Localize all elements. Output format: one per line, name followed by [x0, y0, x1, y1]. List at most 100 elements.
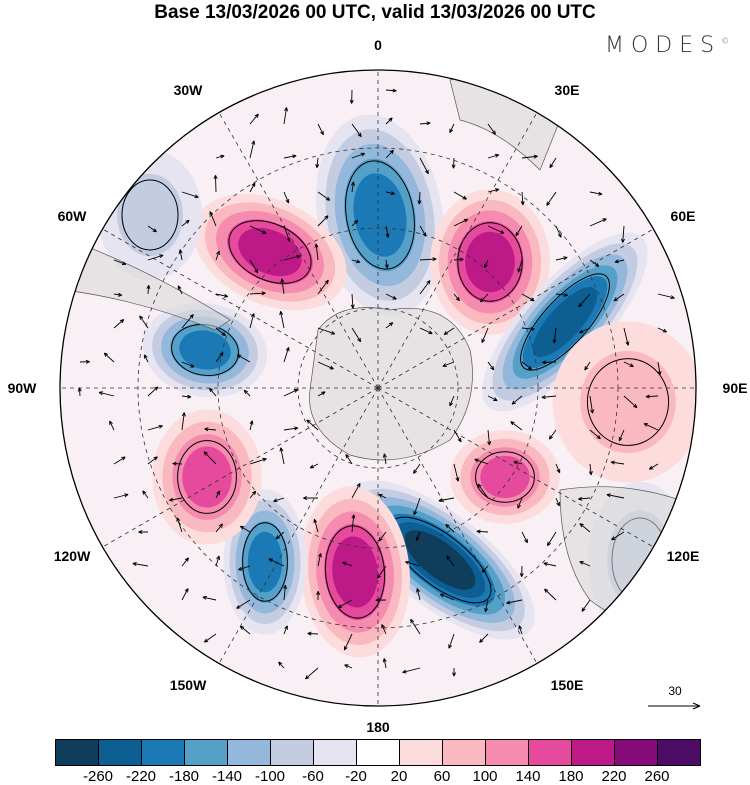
wind-arrow	[249, 457, 267, 465]
wind-arrow	[578, 496, 591, 501]
wind-arrow	[479, 633, 489, 643]
anomaly-contour	[480, 455, 530, 499]
meridian-line	[377, 387, 538, 664]
meridian-line	[377, 228, 654, 389]
wind-arrow	[453, 218, 469, 227]
wind-arrow	[283, 154, 297, 159]
wind-arrow	[305, 667, 319, 680]
wind-arrow	[215, 293, 229, 298]
colorbar-swatch	[400, 740, 443, 765]
wind-arrow	[283, 347, 290, 363]
wind-arrow	[481, 327, 489, 343]
wind-arrow	[283, 107, 288, 125]
wind-arrow	[142, 490, 149, 499]
colorbar-swatch	[357, 740, 400, 765]
wind-arrow	[453, 429, 462, 443]
wind-arrow	[521, 361, 533, 370]
wind-arrow	[579, 561, 591, 567]
wind-arrow	[517, 259, 523, 273]
colorbar-swatch	[529, 740, 572, 765]
colorbar-swatch	[228, 740, 271, 765]
wind-arrow	[215, 352, 224, 363]
wind-arrow	[415, 531, 421, 542]
wind-arrow	[213, 174, 218, 193]
wind-arrow	[555, 256, 568, 261]
anomaly-contour	[580, 350, 676, 454]
wind-arrow	[113, 493, 129, 499]
wind-arrow	[113, 259, 127, 266]
colorbar-label: -20	[345, 768, 367, 785]
wind-arrow	[283, 389, 299, 397]
wind-arrow	[382, 658, 387, 669]
meridian-line	[102, 387, 379, 548]
wind-arrow	[342, 561, 353, 567]
wind-arrow	[487, 225, 505, 234]
wind-arrow	[385, 117, 393, 125]
wind-arrow	[589, 429, 601, 440]
colorbar-swatch	[443, 740, 486, 765]
wind-arrow	[449, 395, 455, 407]
wind-arrow	[477, 483, 489, 499]
wind-arrow	[172, 461, 183, 466]
wind-arrow	[236, 354, 251, 363]
wind-arrow	[215, 250, 220, 261]
longitude-label: 150E	[550, 677, 584, 693]
wind-arrow	[351, 152, 366, 159]
wind-arrow	[249, 113, 259, 125]
wind-arrow	[510, 421, 523, 431]
colorbar-label: 20	[390, 768, 408, 785]
wind-arrow	[377, 565, 387, 579]
wind-arrow	[307, 631, 319, 636]
wind-arrow	[337, 599, 353, 609]
wind-arrow	[481, 565, 489, 573]
anomaly-contour	[247, 531, 283, 593]
wind-arrow	[109, 420, 115, 431]
wind-arrow	[147, 424, 163, 431]
wind-arrow	[623, 327, 630, 346]
anomaly-contour	[332, 536, 378, 608]
colorbar-swatch	[314, 740, 357, 765]
wind-arrow	[147, 254, 164, 261]
wind-arrow	[614, 259, 625, 264]
wind-arrow	[103, 352, 115, 363]
wind-arrow	[542, 360, 557, 365]
wind-arrow	[209, 211, 217, 227]
wind-arrow	[317, 553, 322, 567]
wind-arrow	[283, 254, 301, 261]
wind-arrow	[419, 327, 433, 335]
longitude-label: 60W	[57, 208, 87, 224]
wind-arrow	[581, 599, 591, 612]
wind-arrow	[237, 565, 251, 571]
wind-arrow	[113, 319, 125, 329]
wind-arrow	[546, 531, 557, 547]
wind-arrow	[419, 121, 431, 126]
wind-arrow	[215, 555, 220, 567]
wind-arrow	[351, 123, 362, 138]
wind-arrow	[385, 149, 394, 159]
wind-arrow	[147, 456, 158, 465]
longitude-label: 30W	[173, 82, 203, 98]
wind-arrow	[657, 327, 668, 333]
wind-arrow	[249, 182, 256, 193]
wind-arrow	[438, 497, 455, 503]
wind-arrow	[169, 497, 183, 502]
colorbar-swatch	[271, 740, 314, 765]
wind-arrow	[316, 590, 321, 601]
wind-arrow	[249, 420, 254, 431]
wind-arrow	[178, 249, 183, 261]
meridian-line	[102, 228, 379, 389]
wind-arrow	[313, 518, 319, 533]
wind-arrow	[77, 387, 82, 397]
wind-arrow	[203, 633, 217, 643]
wind-arrow	[181, 191, 199, 199]
modes-logo: MODES©	[605, 33, 729, 58]
wind-arrow	[204, 427, 217, 432]
anomaly-fields	[98, 114, 696, 658]
wind-arrow	[350, 293, 355, 309]
wind-arrow	[453, 293, 460, 302]
wind-arrow	[506, 599, 523, 605]
height-contour-line	[475, 451, 535, 503]
wind-arrow	[382, 453, 387, 465]
wind-arrow	[113, 456, 126, 465]
wind-arrow	[279, 447, 285, 465]
